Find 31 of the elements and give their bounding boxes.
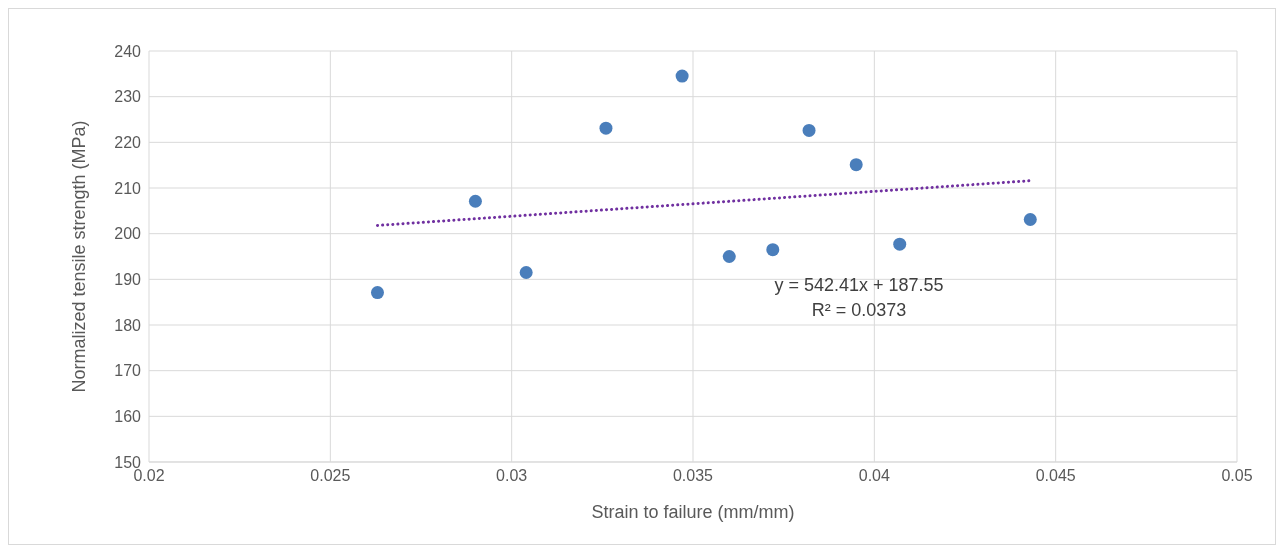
x-axis-title: Strain to failure (mm/mm) [591,502,795,522]
point [599,121,613,135]
point [766,243,780,257]
x-tick-label: 0.02 [133,467,165,485]
y-tick-label: 200 [114,225,142,243]
point [893,237,907,251]
point [468,194,482,208]
y-axis-title: Normalized tensile strength (MPa) [69,120,90,393]
point [849,158,863,172]
x-tick-label: 0.035 [672,467,714,485]
y-tick-label: 210 [114,179,142,197]
y-tick-label: 160 [114,408,142,426]
point [519,265,533,279]
point [370,286,384,300]
point [802,123,816,137]
annotation: y = 542.41x + 187.55 [773,274,945,297]
x-tick-label: 0.025 [310,467,351,485]
y-tick-label: 240 [114,42,142,60]
point [722,250,736,263]
y-tick-label: 180 [114,316,142,334]
y-tick-label: 230 [114,88,142,106]
y-tick-label: 220 [114,134,142,152]
point [1023,213,1037,227]
y-tick-label: 190 [114,271,142,289]
x-tick-label: 0.03 [496,467,528,485]
annotation: R² = 0.0373 [810,299,908,322]
x-tick-label: 0.04 [858,467,891,485]
point [675,69,689,83]
x-tick-label: 0.05 [1221,467,1253,485]
x-tick-label: 0.045 [1035,467,1076,485]
y-tick-label: 170 [114,362,142,380]
